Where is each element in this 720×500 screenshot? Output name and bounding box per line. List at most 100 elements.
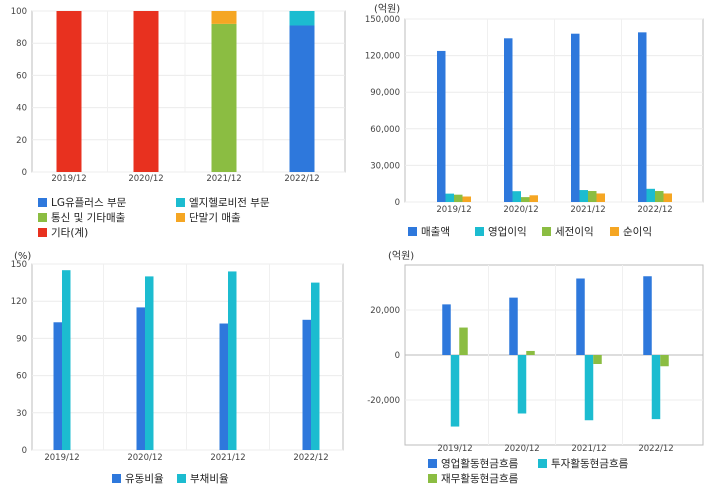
chart-ratios: 0 30 60 90 120 150 (%) 2019/12 2020/12 2021/12 202… <box>0 248 360 496</box>
legend-swatch <box>112 474 121 483</box>
bar <box>53 322 62 450</box>
bar <box>504 38 513 202</box>
legend-swatch <box>538 459 547 468</box>
x-tick-label: 2021/12 <box>210 453 245 463</box>
y-tick-label: 0 <box>22 168 27 178</box>
bar <box>517 355 527 414</box>
x-tick-label: 2021/12 <box>570 205 605 215</box>
x-tick-label: 2019/12 <box>44 453 79 463</box>
y-tick-label: 80 <box>16 39 27 49</box>
bar <box>526 350 535 355</box>
bar <box>579 190 588 202</box>
bar <box>593 355 602 364</box>
bar <box>211 11 237 24</box>
legend-label: 유동비율 <box>125 473 164 485</box>
y-tick-label: 90,000 <box>370 88 400 98</box>
bar <box>521 197 530 202</box>
legend-label: 영업이익 <box>488 225 527 238</box>
bar <box>459 327 468 355</box>
bar <box>228 271 237 450</box>
x-tick-label: 2022/12 <box>284 174 319 184</box>
legend-swatch <box>408 227 417 236</box>
bar <box>311 282 320 450</box>
chart-sales-composition-svg: 0 20 40 60 80 100 2019/12 2020/12 2021/12 2022/12… <box>11 7 346 239</box>
legend-swatch <box>428 459 437 468</box>
bar <box>454 194 463 202</box>
legend-swatch <box>38 213 47 222</box>
y-tick-label: 100 <box>11 7 27 17</box>
unit-label: (%) <box>14 251 31 262</box>
bar <box>596 193 605 202</box>
bar <box>445 193 454 202</box>
bar <box>133 11 159 172</box>
chart-sales-composition: 0 20 40 60 80 100 2019/12 2020/12 2021/12 2022/12… <box>0 0 360 248</box>
plot-area <box>31 263 344 451</box>
legend-label: 엘지헬로비전 부문 <box>189 196 270 209</box>
x-tick-label: 2021/12 <box>206 174 241 184</box>
legend-swatch <box>176 213 185 222</box>
bar <box>136 307 145 450</box>
x-tick-label: 2022/12 <box>637 205 672 215</box>
bar <box>219 323 228 450</box>
bar <box>571 33 580 202</box>
bar <box>651 355 661 420</box>
bar <box>646 188 655 202</box>
bar <box>289 11 315 26</box>
y-tick-label: 0 <box>395 198 400 208</box>
bar <box>588 191 597 202</box>
bar <box>660 355 669 367</box>
bar <box>643 276 652 355</box>
y-tick-label: 60 <box>16 71 27 81</box>
legend-label: 투자활동현금흐름 <box>551 457 629 470</box>
y-tick-label: 30,000 <box>370 161 400 171</box>
y-tick-label: 120,000 <box>365 52 400 62</box>
legend-label: LG유플러스 부문 <box>51 197 127 209</box>
y-tick-label: 90 <box>16 334 27 344</box>
y-tick-label: 60,000 <box>370 125 400 135</box>
legend-swatch <box>176 198 185 207</box>
legend-label: 영업활동현금흐름 <box>441 457 519 470</box>
x-tick-label: 2020/12 <box>503 205 538 215</box>
y-tick-label: 150 <box>11 260 27 270</box>
legend-label: 단말기 매출 <box>189 212 241 224</box>
x-tick-label: 2022/12 <box>293 453 328 463</box>
bar <box>462 196 471 202</box>
bar <box>509 297 518 355</box>
chart-income: 0 30,000 60,000 90,000 120,000 150,000 (억원) 201… <box>360 0 720 248</box>
legend-label: 기타(계) <box>51 227 88 239</box>
y-tick-label: 0 <box>395 351 400 361</box>
x-tick-label: 2022/12 <box>638 444 673 454</box>
bar <box>56 11 82 172</box>
bar <box>442 304 451 355</box>
bar <box>450 355 460 427</box>
bar <box>512 191 521 202</box>
legend-swatch <box>177 474 186 483</box>
bar <box>655 191 664 202</box>
bar <box>663 193 672 202</box>
bar <box>145 276 154 450</box>
y-tick-label: 30 <box>16 409 27 419</box>
y-tick-label: 60 <box>16 372 27 382</box>
legend-swatch <box>475 227 484 236</box>
chart-cashflow-svg: -20,000 0 20,000 (억원) 2019/12 2020/12 2021/12 2… <box>367 250 704 485</box>
y-tick-label: 20 <box>16 136 27 146</box>
y-tick-label: 40 <box>16 104 27 114</box>
bar <box>302 319 311 450</box>
x-tick-label: 2019/12 <box>436 205 471 215</box>
chart-ratios-svg: 0 30 60 90 120 150(%) 2019/12 2020/12 2021/12 202… <box>11 251 344 485</box>
x-tick-label: 2020/12 <box>127 453 162 463</box>
legend-swatch <box>428 474 437 483</box>
bar <box>62 270 71 450</box>
chart-cashflow: -20,000 0 20,000 (억원) 2019/12 2020/12 2021/12 2… <box>360 248 720 496</box>
x-tick-label: 2019/12 <box>51 174 86 184</box>
y-tick-label: 20,000 <box>370 306 400 316</box>
bar <box>638 32 647 202</box>
chart-income-svg: 0 30,000 60,000 90,000 120,000 150,000(억원) 201… <box>365 3 704 238</box>
bar <box>437 50 446 202</box>
y-tick-label: 120 <box>11 297 27 307</box>
y-tick-label: 0 <box>22 446 27 456</box>
unit-label: (억원) <box>374 3 400 15</box>
x-tick-label: 2020/12 <box>504 444 539 454</box>
legend-label: 매출액 <box>421 226 450 238</box>
legend-label: 순이익 <box>623 226 652 238</box>
